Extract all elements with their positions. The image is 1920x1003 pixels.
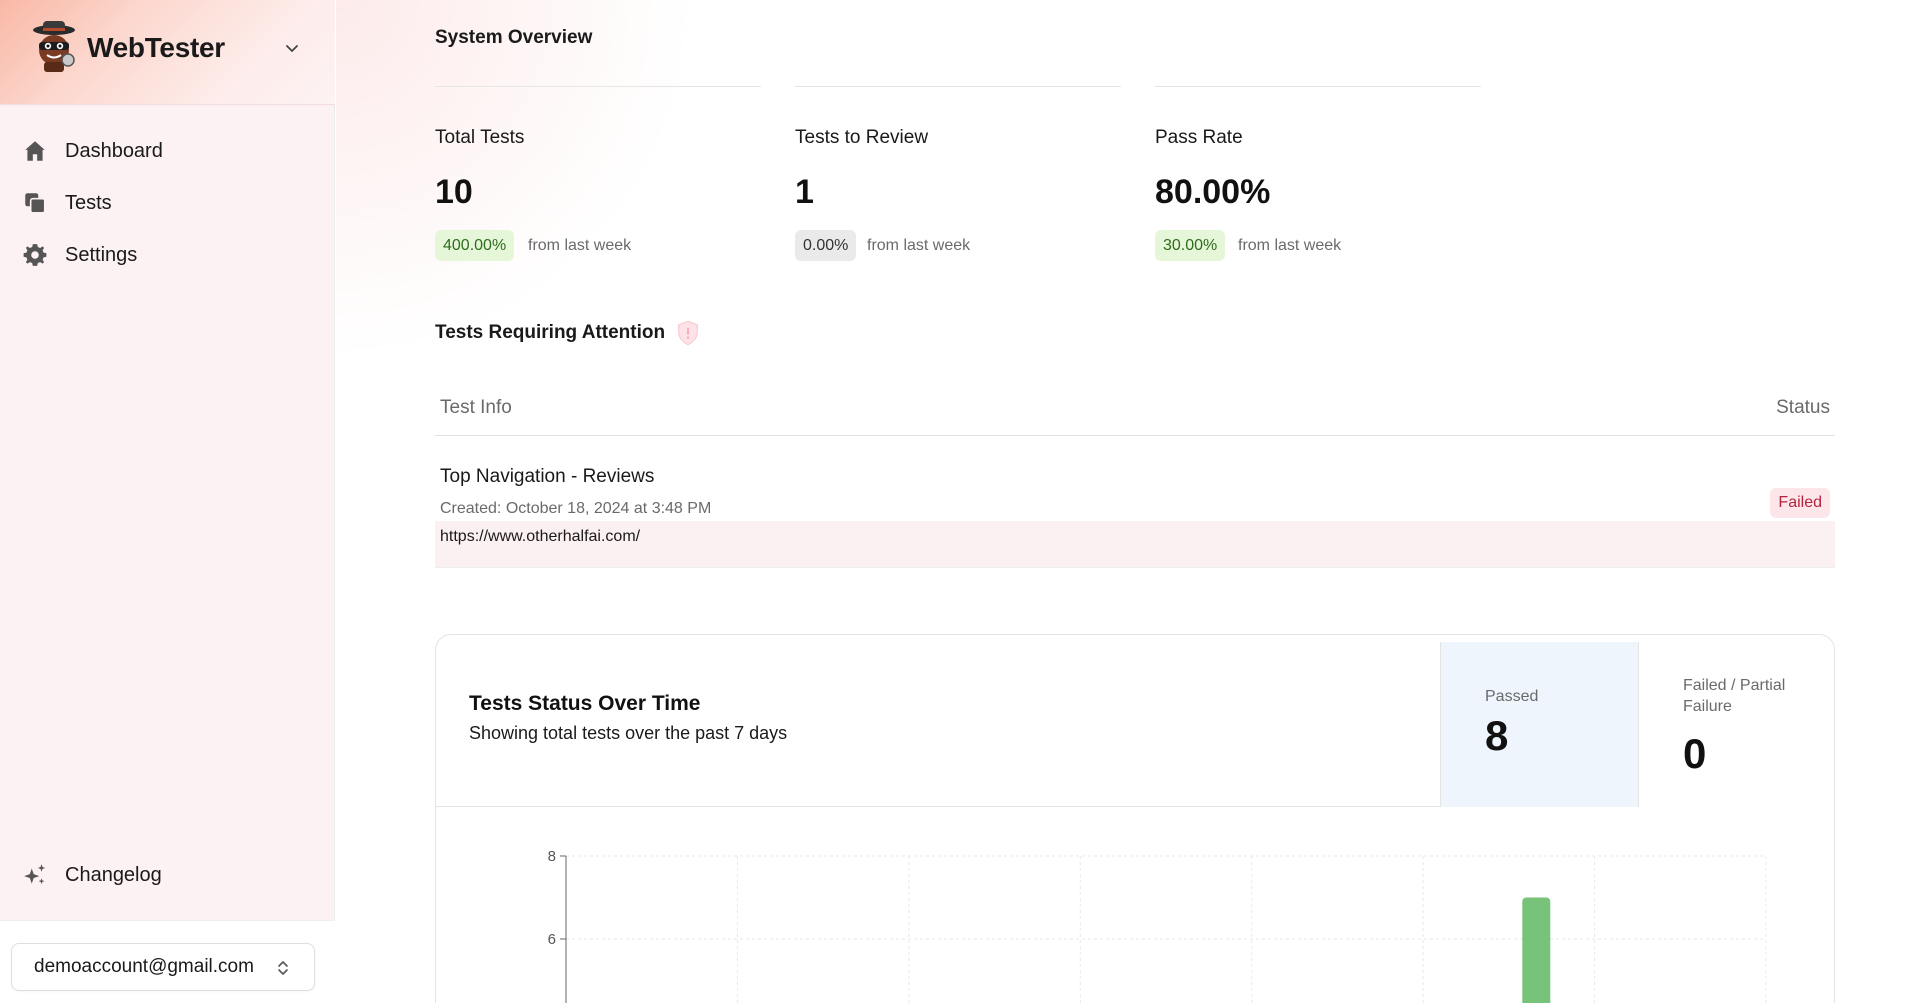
sidebar-item-label: Dashboard xyxy=(65,139,163,162)
card-title: Tests Status Over Time xyxy=(469,692,701,715)
stat-note: from last week xyxy=(1238,237,1342,254)
metric-failed[interactable]: Failed / Partial Failure 0 xyxy=(1638,642,1834,807)
stat-tests-to-review: Tests to Review 1 0.00% from last week xyxy=(795,86,1121,261)
y-tick-label: 6 xyxy=(548,931,556,948)
sidebar: WebTester Dashboard Tests Setting xyxy=(0,0,335,1003)
card-header: Tests Status Over Time Showing total tes… xyxy=(436,635,1834,807)
stat-value: 80.00% xyxy=(1155,173,1271,211)
column-header-status: Status xyxy=(1776,397,1830,418)
chart-bar xyxy=(1522,897,1551,1003)
stat-change-badge: 0.00% xyxy=(795,230,857,261)
page-title: System Overview xyxy=(435,27,593,48)
stat-change-badge: 400.00% xyxy=(435,230,515,261)
alert-shield-icon xyxy=(674,319,702,347)
stat-value: 1 xyxy=(795,173,814,211)
table-row[interactable]: Top Navigation - Reviews Created: Octobe… xyxy=(435,436,1835,568)
metric-value: 8 xyxy=(1485,712,1509,759)
test-url[interactable]: https://www.otherhalfai.com/ xyxy=(440,528,641,545)
sidebar-item-settings[interactable]: Settings xyxy=(0,229,335,281)
copy-icon xyxy=(22,190,48,216)
stat-value: 10 xyxy=(435,173,473,211)
metric-label: Passed xyxy=(1485,688,1539,705)
chevron-up-down-icon xyxy=(276,959,290,977)
status-chart-svg: 68 xyxy=(548,848,1767,1003)
gear-icon xyxy=(22,242,48,268)
stat-label: Pass Rate xyxy=(1155,127,1243,148)
sparkles-icon xyxy=(22,862,48,888)
workspace-switcher[interactable]: WebTester xyxy=(0,0,335,105)
bandit-mascot-icon xyxy=(30,20,78,76)
sidebar-item-dashboard[interactable]: Dashboard xyxy=(0,125,335,177)
metric-passed[interactable]: Passed 8 xyxy=(1440,642,1638,807)
metric-label: Failed / Partial Failure xyxy=(1683,677,1786,715)
attention-title: Tests Requiring Attention xyxy=(435,322,666,343)
sidebar-nav: Dashboard Tests Settings xyxy=(0,125,335,281)
status-badge: Failed xyxy=(1770,488,1830,518)
home-icon xyxy=(22,138,48,164)
table-header: Test Info Status xyxy=(435,390,1835,436)
account-switcher[interactable]: demoaccount@gmail.com xyxy=(11,943,315,991)
stat-total-tests: Total Tests 10 400.00% from last week xyxy=(435,86,761,261)
sidebar-item-changelog[interactable]: Changelog xyxy=(22,859,162,891)
chevron-down-icon[interactable] xyxy=(284,40,300,56)
attention-table: Test Info Status Top Navigation - Review… xyxy=(435,390,1835,568)
stat-note: from last week xyxy=(867,237,971,254)
stat-change-badge: 30.00% xyxy=(1155,230,1226,261)
stat-pass-rate: Pass Rate 80.00% 30.00% from last week xyxy=(1155,86,1481,261)
card-subtitle: Showing total tests over the past 7 days xyxy=(469,723,788,743)
sidebar-item-label: Settings xyxy=(65,243,138,266)
stat-label: Total Tests xyxy=(435,127,525,148)
account-email: demoaccount@gmail.com xyxy=(34,956,254,977)
test-name: Top Navigation - Reviews xyxy=(440,466,655,487)
metric-value: 0 xyxy=(1683,730,1707,777)
sidebar-item-label: Tests xyxy=(65,191,112,214)
app-name: WebTester xyxy=(87,32,225,63)
changelog-label: Changelog xyxy=(65,863,162,886)
sidebar-item-tests[interactable]: Tests xyxy=(0,177,335,229)
y-tick-label: 8 xyxy=(548,848,556,865)
test-created: Created: October 18, 2024 at 3:48 PM xyxy=(440,500,712,517)
tests-status-card: Tests Status Over Time Showing total tes… xyxy=(435,634,1835,1003)
stat-note: from last week xyxy=(528,237,632,254)
background-glow xyxy=(336,0,756,420)
stat-label: Tests to Review xyxy=(795,127,929,148)
column-header-test-info: Test Info xyxy=(440,397,512,418)
